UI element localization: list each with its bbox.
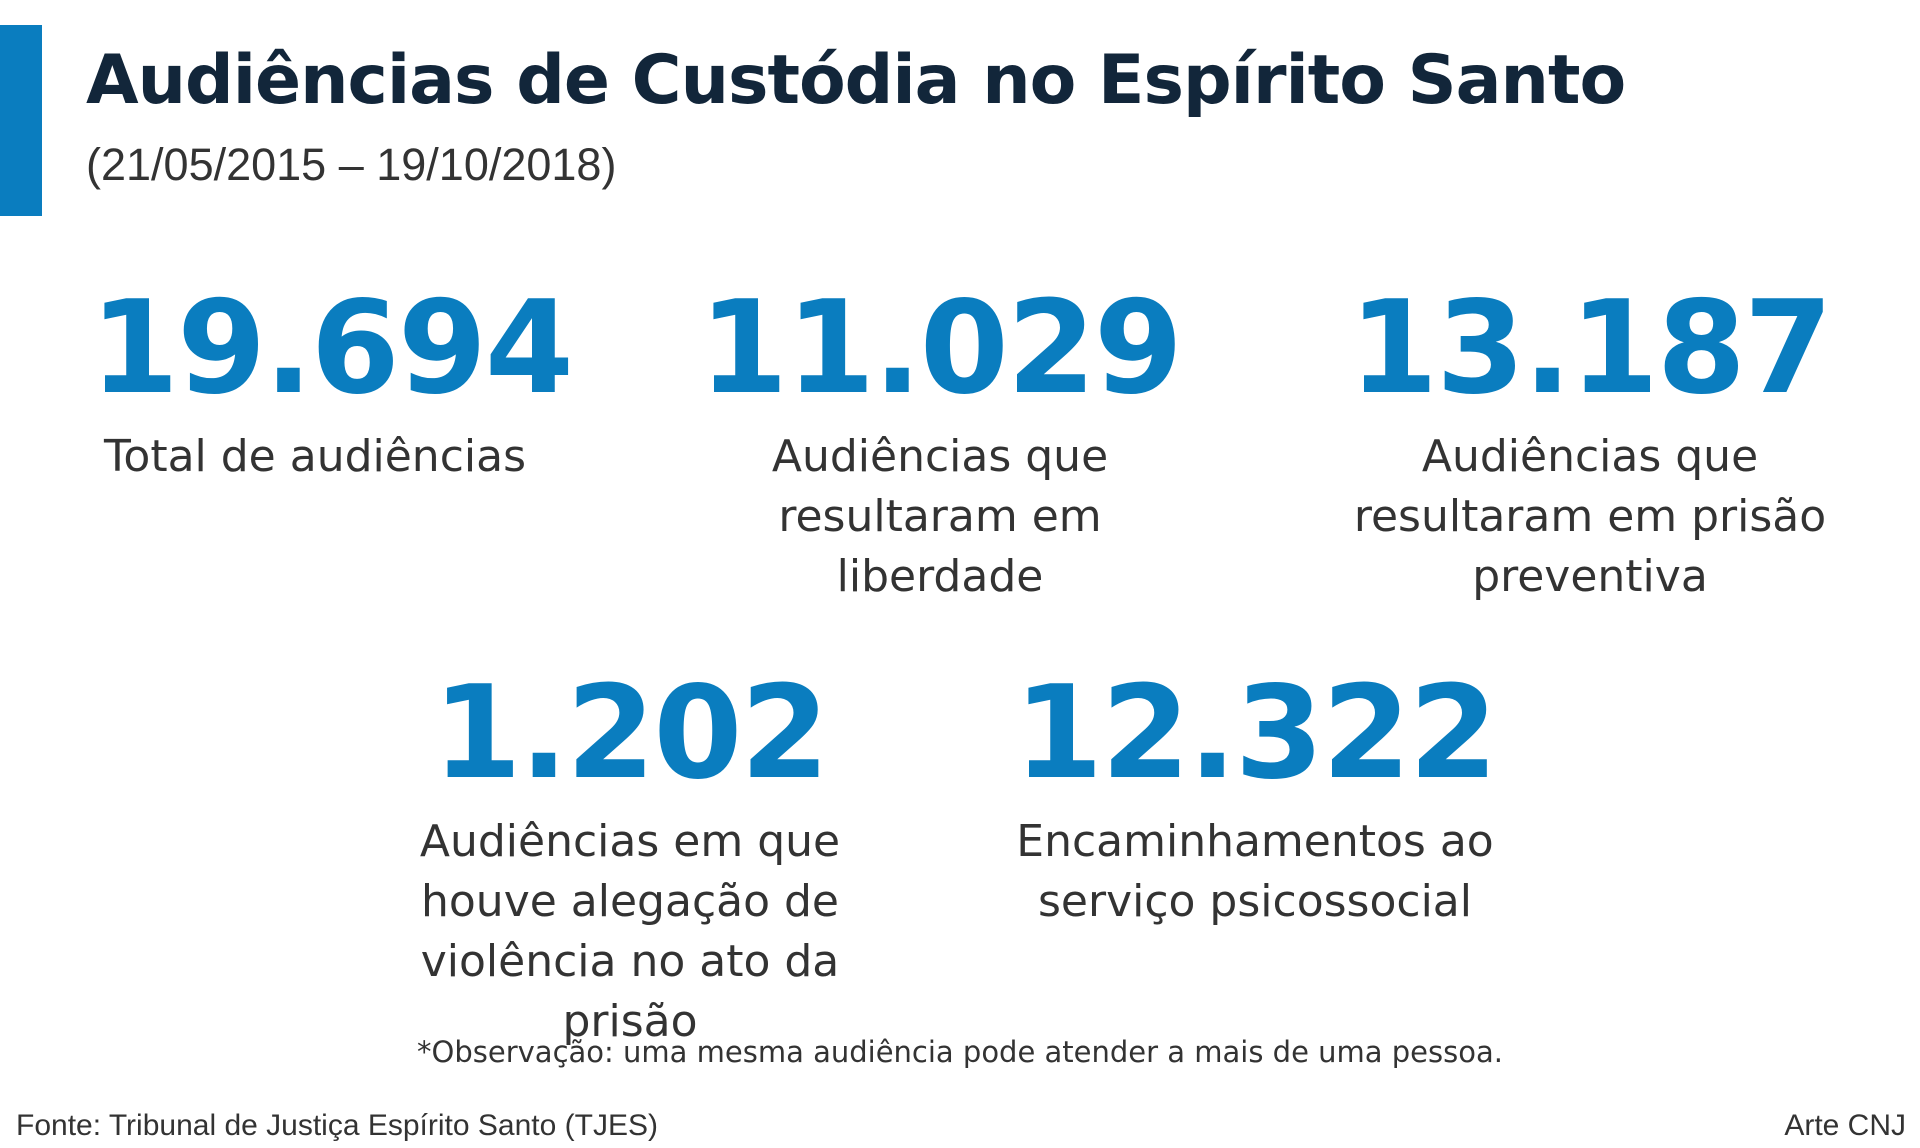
date-range-subtitle: (21/05/2015 – 19/10/2018) bbox=[86, 139, 617, 190]
stat-violence-allegation: 1.202 Audiências em que houve alegação d… bbox=[360, 670, 900, 1052]
art-credit: Arte CNJ bbox=[1784, 1109, 1906, 1142]
stat-label: Audiências em que houve alegação de viol… bbox=[419, 816, 841, 1047]
stat-value: 12.322 bbox=[1014, 659, 1498, 808]
stat-preventive-detention: 13.187 Audiências que resultaram em pris… bbox=[1300, 285, 1880, 607]
source-credit: Fonte: Tribunal de Justiça Espírito Sant… bbox=[16, 1109, 658, 1142]
observation-note: *Observação: uma mesma audiência pode at… bbox=[417, 1035, 1503, 1069]
accent-bar bbox=[0, 25, 42, 216]
page-title: Audiências de Custódia no Espírito Santo bbox=[86, 41, 1626, 120]
stat-psychosocial-referrals: 12.322 Encaminhamentos ao serviço psicos… bbox=[1000, 670, 1510, 932]
stat-label: Encaminhamentos ao serviço psicossocial bbox=[1016, 816, 1494, 927]
stat-label: Audiências que resultaram em liberdade bbox=[771, 431, 1109, 602]
stat-value: 1.202 bbox=[432, 659, 830, 808]
stat-value: 11.029 bbox=[699, 274, 1183, 423]
stat-value: 19.694 bbox=[90, 274, 574, 423]
stat-total-audiences: 19.694 Total de audiências bbox=[90, 274, 574, 487]
stat-value: 13.187 bbox=[1349, 274, 1833, 423]
stat-label: Total de audiências bbox=[104, 431, 526, 482]
stat-release: 11.029 Audiências que resultaram em libe… bbox=[680, 285, 1200, 607]
stat-label: Audiências que resultaram em prisão prev… bbox=[1353, 431, 1827, 602]
